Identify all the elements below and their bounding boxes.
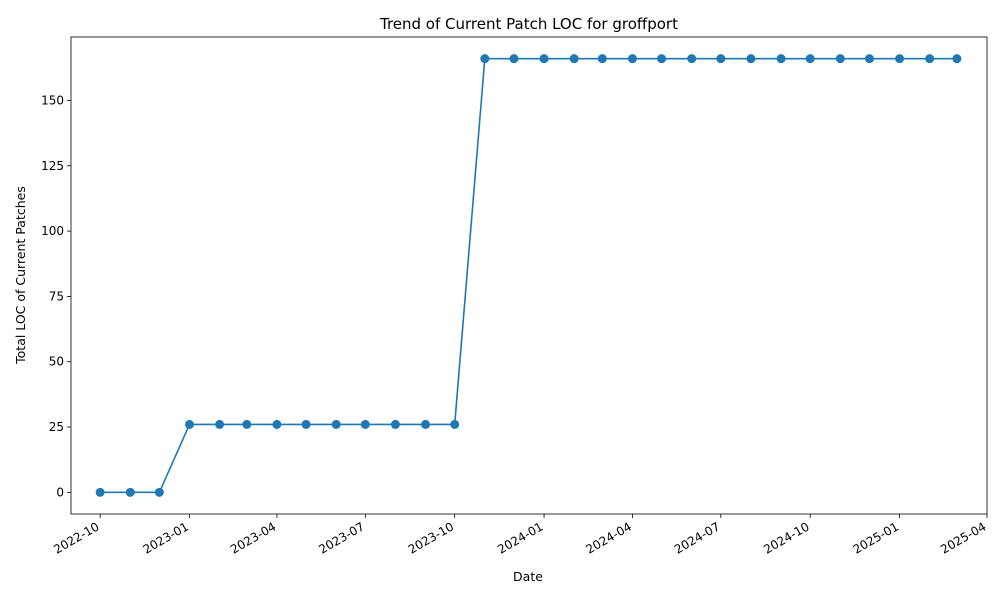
data-point bbox=[95, 487, 105, 497]
data-point bbox=[864, 54, 874, 64]
x-tick-label: 2023-10 bbox=[406, 519, 456, 556]
data-point bbox=[687, 54, 697, 64]
y-tick-label: 75 bbox=[49, 289, 64, 303]
data-point bbox=[597, 54, 607, 64]
data-point bbox=[301, 419, 311, 429]
x-tick-label: 2024-04 bbox=[584, 519, 634, 556]
data-point bbox=[776, 54, 786, 64]
y-tick-label: 100 bbox=[41, 224, 64, 238]
data-point bbox=[360, 419, 370, 429]
data-point bbox=[185, 419, 195, 429]
data-point bbox=[125, 487, 135, 497]
data-point bbox=[215, 419, 225, 429]
x-tick-label: 2025-04 bbox=[938, 519, 988, 556]
x-tick-label: 2024-10 bbox=[761, 519, 811, 556]
data-point bbox=[331, 419, 341, 429]
y-tick-label: 150 bbox=[41, 93, 64, 107]
x-tick-label: 2025-01 bbox=[851, 519, 901, 556]
data-point bbox=[480, 54, 490, 64]
data-point bbox=[716, 54, 726, 64]
x-tick-label: 2022-10 bbox=[51, 519, 101, 556]
data-point bbox=[925, 54, 935, 64]
y-tick-label: 0 bbox=[56, 485, 64, 499]
data-point bbox=[450, 419, 460, 429]
data-point bbox=[509, 54, 519, 64]
series-line bbox=[100, 57, 957, 494]
x-tick-label: 2024-07 bbox=[672, 519, 722, 556]
data-point bbox=[952, 54, 962, 64]
x-tick-label: 2024-01 bbox=[495, 519, 545, 556]
x-tick-label: 2023-04 bbox=[228, 519, 278, 556]
data-point bbox=[746, 54, 756, 64]
y-axis-label: Total LOC of Current Patches bbox=[13, 186, 28, 365]
data-point bbox=[895, 54, 905, 64]
data-point bbox=[242, 419, 252, 429]
y-tick-label: 50 bbox=[49, 355, 64, 369]
x-tick-label: 2023-01 bbox=[141, 519, 191, 556]
data-point bbox=[421, 419, 431, 429]
data-point bbox=[805, 54, 815, 64]
x-tick-label: 2023-07 bbox=[316, 519, 366, 556]
data-point bbox=[657, 54, 667, 64]
series-line-group bbox=[95, 54, 962, 497]
y-tick-label: 25 bbox=[49, 420, 64, 434]
axis-ticks: 0 25 50 75 100 125 150 2022-10 2023-01 2023-04 202… bbox=[41, 93, 988, 556]
data-point bbox=[539, 54, 549, 64]
y-tick-label: 125 bbox=[41, 159, 64, 173]
data-point bbox=[627, 54, 637, 64]
chart-title: Trend of Current Patch LOC for groffport bbox=[379, 15, 678, 33]
data-point bbox=[569, 54, 579, 64]
data-point bbox=[390, 419, 400, 429]
data-point bbox=[154, 487, 164, 497]
data-point bbox=[835, 54, 845, 64]
plot-frame bbox=[70, 36, 988, 515]
x-axis-label: Date bbox=[513, 569, 543, 584]
data-point bbox=[272, 419, 282, 429]
